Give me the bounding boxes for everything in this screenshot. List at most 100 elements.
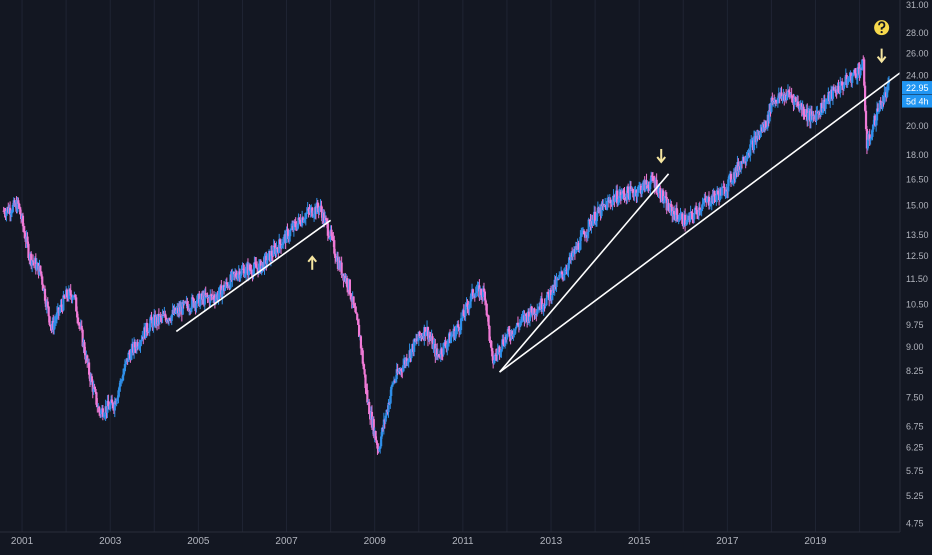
candle-body — [269, 251, 273, 262]
candle — [270, 245, 273, 261]
candle-body — [278, 239, 281, 253]
arrow-up-icon — [307, 255, 318, 270]
candle — [282, 235, 285, 249]
candle-body — [62, 295, 65, 311]
candle-body — [876, 108, 880, 112]
candle-body — [286, 229, 289, 231]
candle-body — [271, 255, 274, 257]
candle — [540, 292, 543, 315]
candle-body — [287, 230, 290, 239]
candle-body — [54, 320, 57, 323]
candle — [549, 285, 553, 304]
candle-body — [824, 101, 827, 109]
candle-body — [545, 297, 548, 306]
candle-body — [614, 197, 617, 202]
candle — [54, 314, 57, 329]
candle-body — [109, 404, 112, 410]
candle-body — [458, 327, 461, 332]
candle-body — [600, 203, 603, 217]
candle-body — [540, 298, 543, 310]
last-price-marker: 22.95 5d 4h — [902, 81, 932, 108]
candle-body — [750, 141, 753, 145]
arrow-down-icon — [656, 148, 667, 164]
candle-body — [183, 301, 186, 304]
time-axis[interactable]: 2001 2003 2005 2007 2009 2011 2013 2015 2017 2019 — [11, 536, 827, 547]
candle-body — [316, 202, 319, 209]
y-tick-label: 11.50 — [906, 274, 928, 284]
candle-body — [362, 363, 365, 370]
candle-body — [715, 195, 718, 200]
candle-body — [886, 86, 889, 97]
candle-body — [820, 103, 824, 112]
candle-body — [147, 331, 150, 333]
candle-body — [80, 325, 83, 330]
candle-body — [22, 226, 25, 232]
candle-body — [709, 204, 712, 206]
candle-body — [685, 219, 689, 225]
candle-body — [574, 246, 577, 254]
candle-body — [312, 215, 316, 217]
candle — [468, 303, 471, 316]
candle-body — [438, 356, 441, 358]
candle-body — [702, 202, 705, 204]
candle-body — [244, 273, 247, 277]
candle-body — [793, 97, 796, 105]
candle — [837, 79, 840, 94]
candle — [701, 197, 704, 212]
candle-body — [492, 360, 496, 364]
candle-body — [872, 124, 875, 130]
x-tick-label: 2011 — [452, 536, 474, 547]
candle-body — [825, 100, 828, 102]
candle-body — [106, 400, 109, 413]
candle — [190, 293, 194, 313]
candle-body — [324, 217, 327, 223]
last-price-badge — [902, 81, 932, 95]
candle-body — [622, 190, 625, 194]
candle — [530, 305, 533, 314]
candle — [309, 205, 312, 218]
price-axis[interactable]: 31.0028.0026.0024.0022.0020.0018.0016.50… — [906, 0, 929, 529]
candle-body — [281, 243, 284, 246]
candle-body — [516, 323, 520, 325]
candle — [466, 299, 469, 314]
y-tick-label: 5.75 — [906, 466, 924, 476]
y-tick-label: 9.75 — [906, 320, 924, 330]
candle-body — [75, 297, 78, 312]
candle-body — [720, 187, 723, 196]
candle — [854, 68, 858, 80]
x-tick-label: 2015 — [628, 536, 651, 547]
candle-body — [334, 253, 337, 259]
candle-body — [745, 157, 748, 162]
candle — [196, 293, 199, 304]
candle-body — [385, 409, 388, 416]
candle-body — [130, 348, 133, 360]
candle — [720, 183, 723, 199]
candle-body — [468, 304, 471, 310]
candle-body — [48, 316, 51, 325]
candle-body — [725, 189, 728, 194]
candle-body — [390, 386, 393, 396]
candle-body — [124, 361, 127, 365]
candle-body — [626, 186, 629, 200]
candle — [355, 306, 358, 314]
candle-body — [505, 334, 509, 340]
candle-body — [58, 309, 61, 314]
candle-body — [444, 342, 447, 346]
candle — [759, 124, 762, 139]
candle-body — [528, 316, 531, 322]
candle — [582, 229, 586, 235]
candle — [76, 313, 80, 326]
trendline — [499, 72, 901, 373]
candle-body — [382, 419, 385, 429]
candle — [211, 289, 214, 300]
candle-body — [307, 208, 310, 211]
candle-body — [31, 260, 34, 266]
candle-body — [495, 354, 498, 356]
candle-body — [645, 180, 648, 185]
candle-body — [866, 139, 869, 149]
candle-body — [145, 322, 149, 333]
candle-body — [436, 348, 439, 356]
candle — [364, 374, 367, 394]
